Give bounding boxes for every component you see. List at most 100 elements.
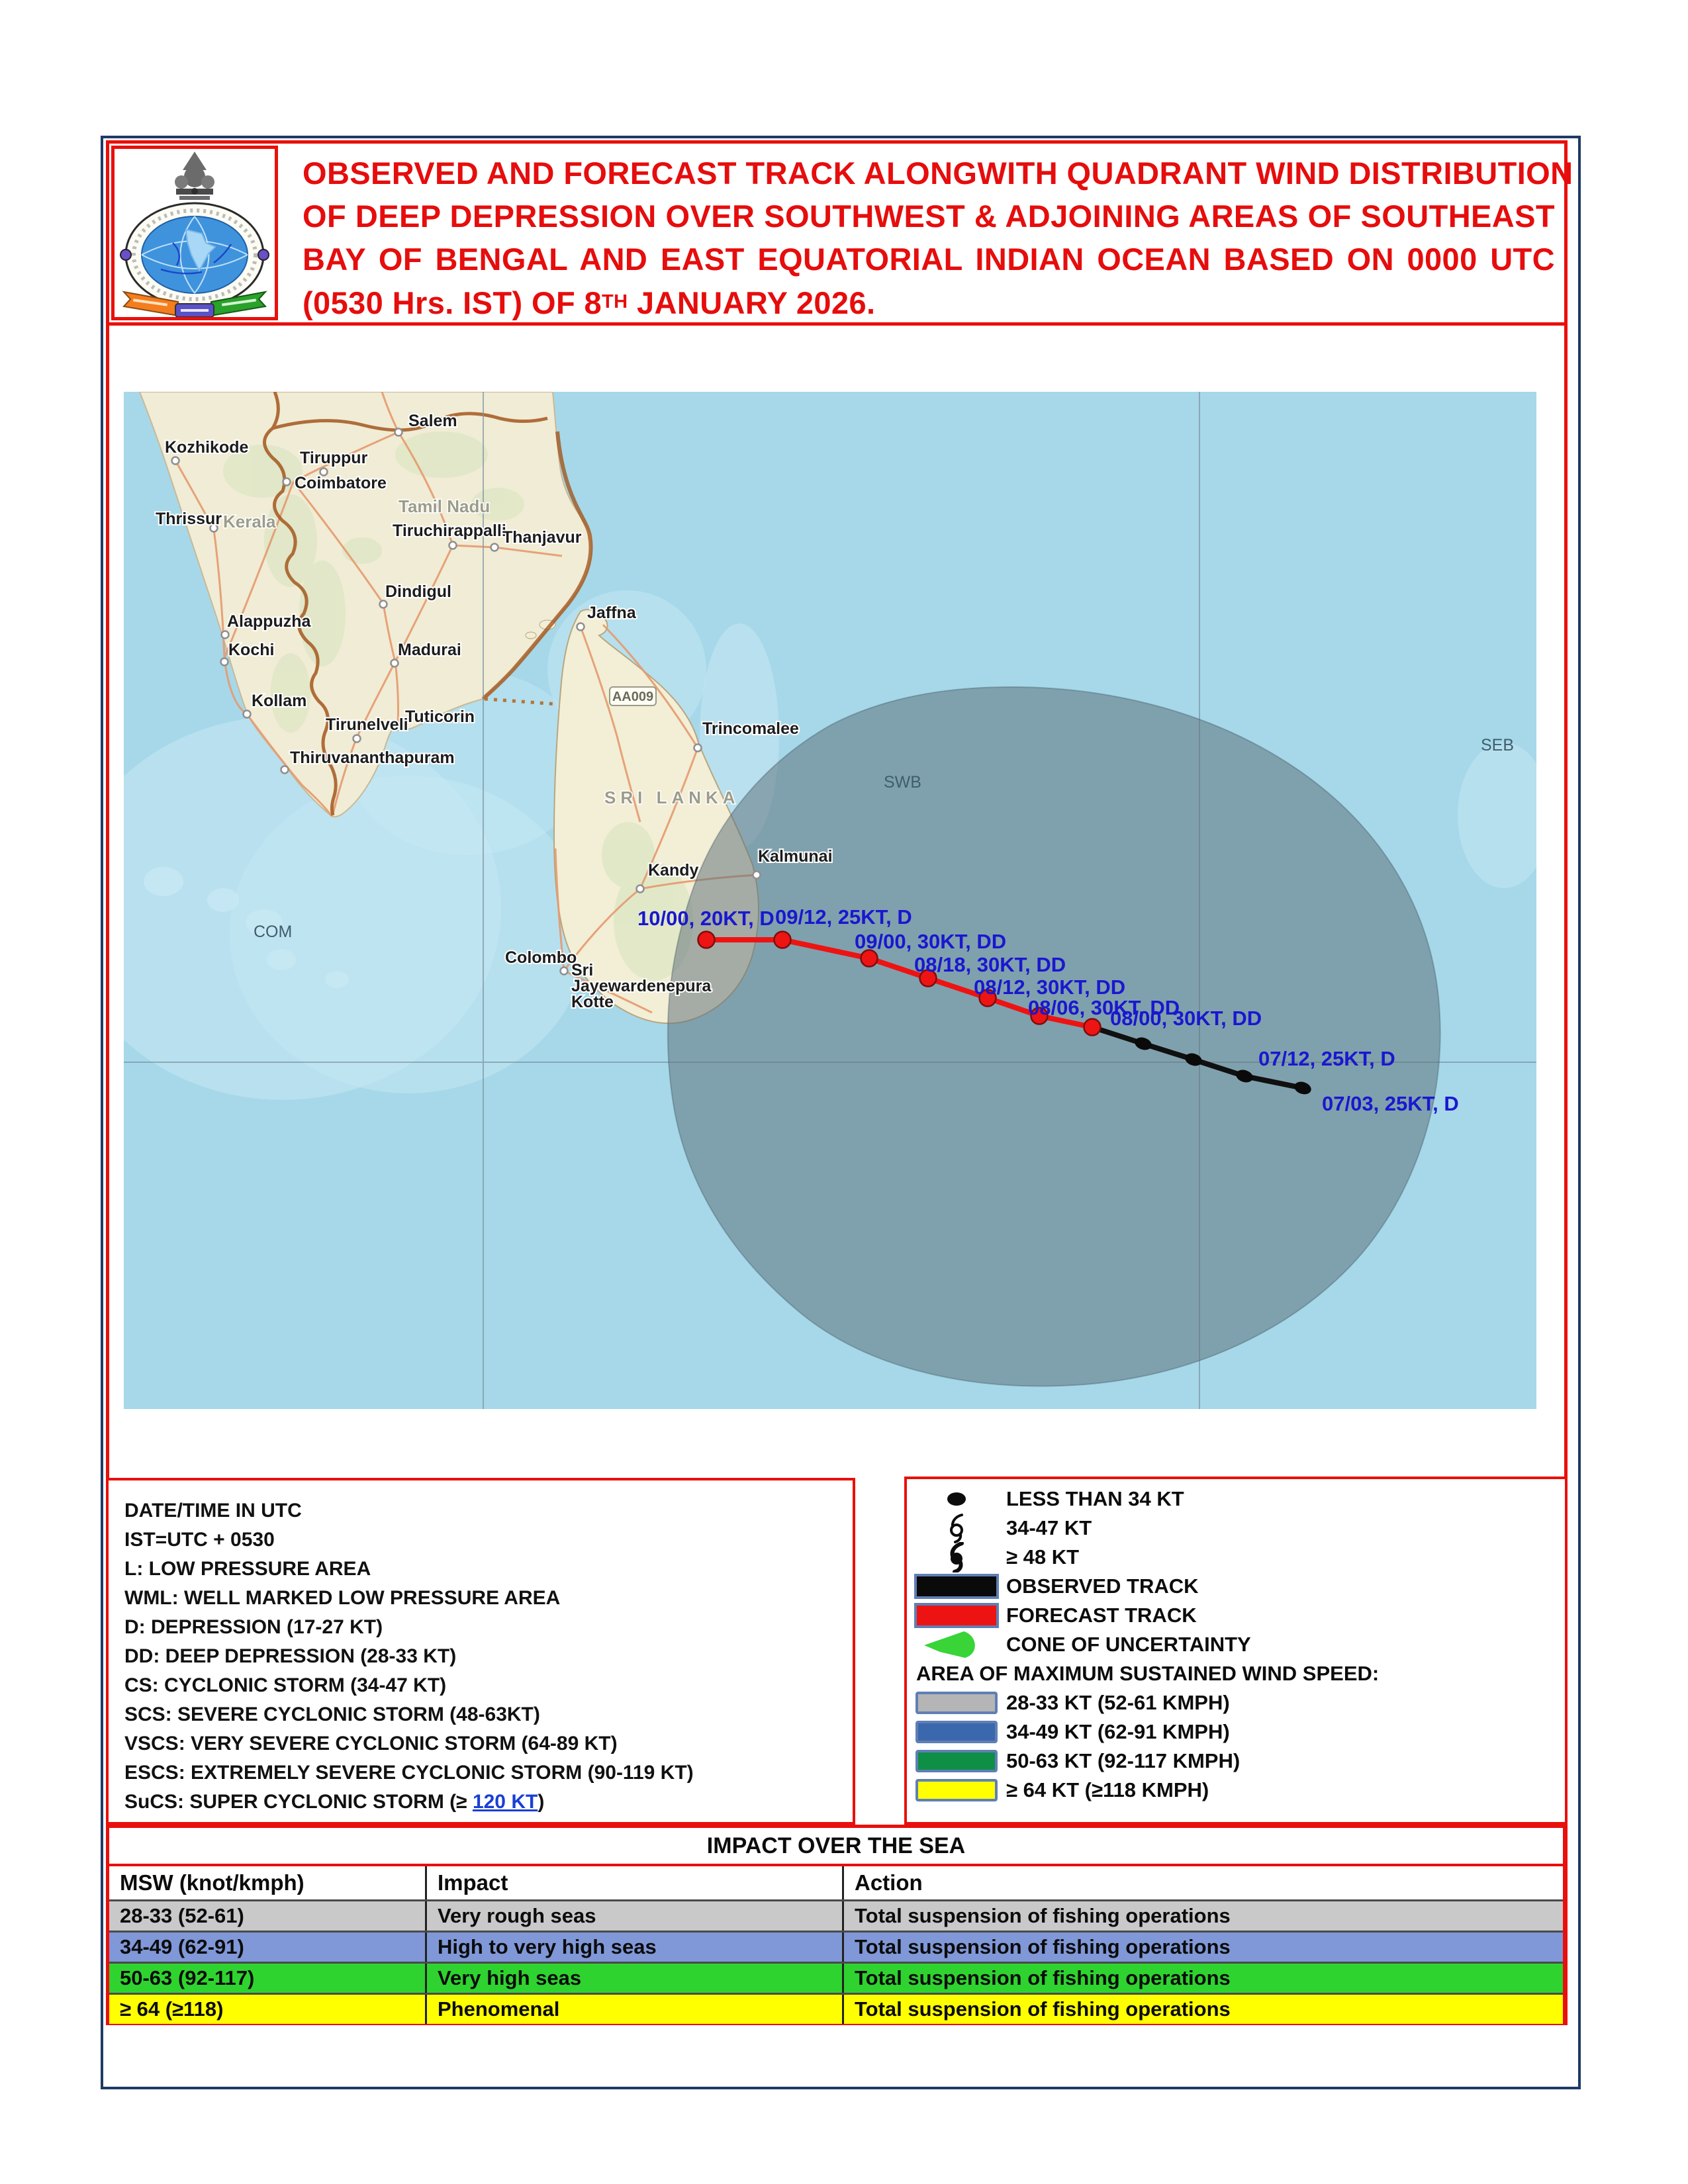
title-line-4-prefix: (0530 Hrs. IST) OF 8 [303,285,602,320]
legend-line: IST=UTC + 0530 [124,1529,275,1551]
impact-header-msw: MSW (knot/kmph) [109,1866,427,1899]
cyclone-filled-icon [907,1542,1006,1572]
city-label: Tirunelveli [326,715,408,734]
city-labels: Salem Kozhikode Tiruppur Coimbatore Tiru… [154,410,834,968]
track-label-07-12: 07/12, 25KT, D [1258,1047,1395,1070]
city-label: Alappuzha [227,612,311,631]
track-label-07-03: 07/03, 25KT, D [1322,1092,1459,1115]
legend-line: WML: WELL MARKED LOW PRESSURE AREA [124,1587,561,1609]
dot-lt34-icon [907,1489,1006,1509]
sucs-prefix: SuCS: SUPER CYCLONIC STORM (≥ [124,1791,473,1813]
observed-track-swatch [907,1573,1006,1600]
track-point-labels: 10/00, 20KT, D 09/12, 25KT, D 09/00, 30K… [637,905,1459,1115]
city-label: Tiruppur [300,449,368,467]
city-label: Madurai [398,641,461,659]
forecast-track-dots [697,931,1102,1036]
impact-row-34-49: 34-49 (62-91) High to very high seas Tot… [109,1931,1563,1962]
impact-row-50-63: 50-63 (92-117) Very high seas Total susp… [109,1962,1563,1993]
cyclone-open-icon [907,1513,1006,1543]
city-label: Tuticorin [405,707,475,726]
wind-area-heading: AREA OF MAXIMUM SUSTAINED WIND SPEED: [916,1662,1380,1685]
track-label-09-12: 09/12, 25KT, D [775,905,912,929]
city-label: Kochi [228,641,274,659]
region-labels: Tamil Nadu Kerala SRI LANKA SWB SEB COM … [222,496,1515,1013]
imd-logo-box [111,146,278,320]
wind-area-swatch-blue [907,1720,1006,1744]
region-label-sri-lanka: SRI LANKA [604,788,740,807]
impact-header-action: Action [855,1870,923,1895]
legend-line: ESCS: EXTREMELY SEVERE CYCLONIC STORM (9… [124,1762,694,1784]
track-map: Salem Kozhikode Tiruppur Coimbatore Tiru… [64,391,1550,1409]
header: OBSERVED AND FORECAST TRACK ALONGWITH QU… [106,140,1573,326]
capital-label-1: Sri [571,961,593,979]
title-line-4-ordinal: TH [602,291,628,312]
legend-item-wind-50-63: 50-63 KT (92-117 KMPH) [907,1747,1565,1776]
impact-table: IMPACT OVER THE SEA MSW (knot/kmph) Impa… [106,1825,1566,2024]
track-label-08-12: 08/12, 30KT, DD [974,976,1125,999]
capital-label-2: Jayewardenepura [571,977,712,995]
city-label: Dindigul [385,582,451,601]
legend-line: DATE/TIME IN UTC [124,1500,302,1522]
city-label: Colombo [505,948,577,967]
cone-of-uncertainty [667,686,1441,1387]
legend-item-cone: CONE OF UNCERTAINTY [907,1630,1565,1659]
adams-bridge [484,697,558,706]
title-line-1: OBSERVED AND FORECAST TRACK ALONGWITH QU… [303,156,1573,191]
wind-area-swatch-green [907,1749,1006,1773]
city-label: Thiruvananthapuram [290,749,455,767]
sea-label-swb: SWB [884,773,921,792]
imd-ribbon-icon [122,291,267,318]
legend-line: CS: CYCLONIC STORM (34-47 KT) [124,1674,447,1696]
impact-row-28-33: 28-33 (52-61) Very rough seas Total susp… [109,1899,1563,1931]
sucs-suffix: ) [538,1791,545,1813]
impact-header-impact: Impact [427,1866,844,1899]
title-line-2: OF DEEP DEPRESSION OVER SOUTHWEST & ADJO… [303,199,1555,234]
bulletin-title: OBSERVED AND FORECAST TRACK ALONGWITH QU… [303,152,1573,324]
sucs-threshold: 120 KT [472,1791,538,1813]
title-line-4-suffix: JANUARY 2026. [628,285,876,320]
east-coast-line [481,431,593,701]
symbol-legend: LESS THAN 34 KT 34-47 KT ≥ 48 KT [904,1477,1568,1825]
sea-label-com: COM [254,923,292,941]
legend-line: L: LOW PRESSURE AREA [124,1558,371,1580]
cone-icon [907,1629,1006,1660]
state-borders-layer [263,391,548,816]
legend-item-lt34: LESS THAN 34 KT [907,1484,1565,1514]
region-label-kerala: Kerala [223,512,276,531]
city-label: Kandy [648,861,699,880]
legend-item-observed-track: OBSERVED TRACK [907,1572,1565,1601]
track-label-09-00: 09/00, 30KT, DD [855,930,1006,953]
track-map-svg: Salem Kozhikode Tiruppur Coimbatore Tiru… [64,391,1550,1409]
legend-line: DD: DEEP DEPRESSION (28-33 KT) [124,1645,457,1667]
capital-label-3: Kotte [571,993,614,1011]
observed-track-dots [1135,1037,1311,1095]
track-label-08-00: 08/00, 30KT, DD [1110,1007,1262,1030]
city-label: Coimbatore [295,474,387,492]
legend-item-34-47: 34-47 KT [907,1514,1565,1543]
abbreviation-legend: DATE/TIME IN UTC IST=UTC + 0530 L: LOW P… [106,1478,855,1825]
city-label: Salem [408,412,457,430]
title-line-4: (0530 Hrs. IST) OF 8TH JANUARY 2026. [303,281,1555,324]
impact-table-header-row: MSW (knot/kmph) Impact Action [109,1866,1563,1899]
track-label-08-18: 08/18, 30KT, DD [914,953,1066,976]
legend-item-wind-ge64: ≥ 64 KT (≥118 KMPH) [907,1776,1565,1805]
impact-row-ge64: ≥ 64 (≥118) Phenomenal Total suspension … [109,1993,1563,2024]
legend-item-wind-28-33: 28-33 KT (52-61 KMPH) [907,1688,1565,1717]
ashoka-emblem-icon [175,152,214,207]
sea-label-seb: SEB [1481,736,1514,754]
title-line-3: BAY OF BENGAL AND EAST EQUATORIAL INDIAN… [303,242,1555,277]
svg-text:AA009: AA009 [612,690,653,704]
city-label: Kalmunai [758,847,833,866]
forecast-track-swatch [907,1602,1006,1629]
legend-line-sucs: SuCS: SUPER CYCLONIC STORM (≥ 120 KT) [124,1788,853,1817]
city-label: Trincomalee [702,719,799,738]
city-label: Thrissur [156,510,222,528]
city-label: Tiruchirappalli [393,522,506,540]
legend-item-ge48: ≥ 48 KT [907,1542,1565,1572]
legend-line: D: DEPRESSION (17-27 KT) [124,1616,383,1638]
legend-line: SCS: SEVERE CYCLONIC STORM (48-63KT) [124,1704,540,1725]
legend-item-wind-34-49: 34-49 KT (62-91 KMPH) [907,1717,1565,1747]
track-label-10-00: 10/00, 20KT, D [637,907,774,930]
city-label: Kozhikode [165,438,248,457]
